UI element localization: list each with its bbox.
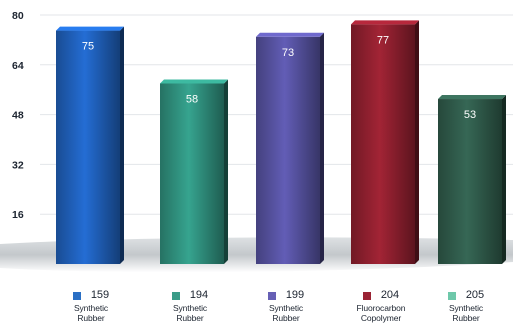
bar-front	[351, 24, 415, 265]
bar-front	[438, 99, 502, 264]
bar-value-label: 53	[464, 109, 476, 121]
bar-side	[415, 20, 419, 265]
bar-top	[351, 20, 419, 25]
bar-value-label: 77	[377, 34, 389, 46]
bar-front	[56, 30, 120, 264]
legend-desc-line: Rubber	[272, 312, 300, 323]
legend-code: 204	[380, 289, 400, 301]
y-tick-label: 32	[12, 159, 24, 171]
bar-205: 53	[438, 95, 506, 264]
legend-desc-line: Copolymer	[360, 312, 402, 323]
bar-front	[160, 83, 224, 264]
bar-side	[502, 95, 506, 264]
legend-desc-line: Synthetic	[268, 303, 304, 313]
legend-desc-line: Rubber	[452, 312, 480, 323]
legend-swatch	[447, 291, 456, 300]
y-tick-label: 64	[12, 60, 24, 72]
bar-top	[56, 26, 124, 31]
legend-desc-line: Fluorocarbon	[356, 303, 406, 313]
bar-204: 77	[351, 20, 419, 265]
legend-desc-line: Synthetic	[73, 303, 109, 313]
legend-code: 199	[285, 289, 305, 301]
legend: 159 Synthetic Rubber 194 Synthetic Rubber …	[0, 289, 513, 335]
legend-desc-line: Synthetic	[448, 303, 484, 313]
legend-item-205: 205 Synthetic Rubber	[420, 289, 512, 323]
y-axis: 16 32 48 64 80	[12, 10, 24, 221]
legend-swatch	[171, 291, 180, 300]
bar-194: 58	[160, 79, 228, 264]
bar-side	[224, 79, 228, 264]
legend-item-199: 199 Synthetic Rubber	[236, 289, 336, 323]
legend-desc-line: Synthetic	[172, 303, 208, 313]
bar-top	[160, 79, 228, 84]
legend-desc-line: Rubber	[77, 312, 105, 323]
bar-value-label: 75	[82, 41, 94, 53]
bar-top	[438, 95, 506, 100]
y-tick-label: 48	[12, 110, 24, 122]
bar-chart: 16 32 48 64 80 75 58 73 77 53	[0, 10, 513, 273]
legend-item-204: 204 Fluorocarbon Copolymer	[331, 289, 431, 323]
legend-swatch	[72, 291, 81, 300]
bar-199: 73	[256, 32, 324, 264]
legend-code: 205	[465, 289, 485, 301]
y-tick-label: 16	[12, 209, 24, 221]
legend-code: 159	[90, 289, 110, 301]
legend-desc-line: Rubber	[176, 312, 204, 323]
bar-top	[256, 32, 324, 37]
bar-side	[120, 26, 124, 264]
y-tick-label: 80	[12, 10, 24, 22]
bar-front	[256, 36, 320, 264]
legend-item-194: 194 Synthetic Rubber	[140, 289, 240, 323]
legend-code: 194	[189, 289, 209, 301]
bars: 75 58 73 77 53	[56, 20, 506, 265]
bar-value-label: 73	[282, 47, 294, 59]
bar-159: 75	[56, 26, 124, 264]
legend-item-159: 159 Synthetic Rubber	[41, 289, 141, 323]
legend-swatch	[267, 291, 276, 300]
legend-swatch	[362, 291, 371, 300]
bar-side	[320, 32, 324, 264]
bar-value-label: 58	[186, 93, 198, 105]
